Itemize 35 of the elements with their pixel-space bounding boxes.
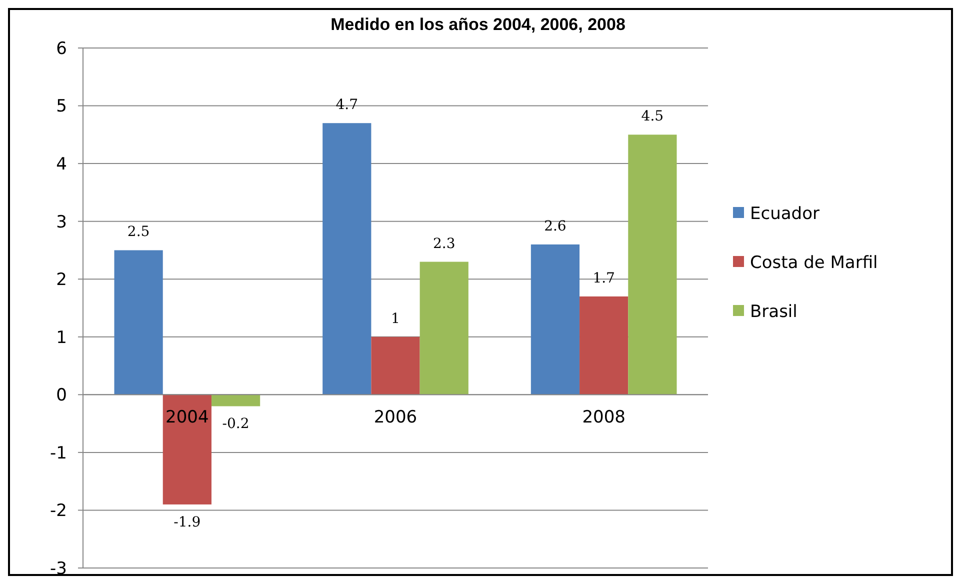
bar — [530, 244, 580, 395]
data-label: 1 — [391, 310, 400, 327]
data-label: 4.7 — [336, 97, 358, 114]
chart-title: Medido en los años 2004, 2006, 2008 — [330, 15, 626, 34]
y-tick-label: -3 — [50, 558, 67, 579]
data-label: 4.5 — [641, 108, 664, 125]
bar — [580, 296, 628, 395]
y-tick-label: 2 — [56, 270, 67, 290]
bar — [211, 394, 260, 406]
legend-label: Brasil — [750, 302, 798, 322]
data-label: 2.3 — [432, 236, 456, 252]
bar — [162, 394, 212, 504]
x-tick-label: 2004 — [166, 408, 209, 428]
y-tick-label: 4 — [56, 154, 67, 175]
bar — [114, 250, 163, 395]
y-tick-label: 0 — [56, 386, 67, 406]
bar — [420, 262, 468, 395]
y-tick-label: -1 — [50, 443, 67, 464]
bar — [322, 123, 372, 395]
legend-label: Costa de Marfil — [750, 252, 878, 273]
data-label: 2.5 — [127, 224, 150, 240]
x-tick-label: 2006 — [374, 408, 418, 428]
x-tick-label: 2008 — [582, 408, 626, 428]
legend-label: Ecuador — [750, 204, 820, 224]
data-label: 2.6 — [544, 218, 566, 234]
data-label: -1.9 — [174, 514, 201, 530]
y-tick-label: 5 — [56, 96, 67, 117]
data-label: -0.2 — [222, 416, 250, 432]
bar — [628, 134, 677, 395]
bar — [371, 336, 420, 395]
y-tick-label: 1 — [56, 328, 67, 348]
y-tick-label: -2 — [50, 501, 67, 522]
y-tick-label: 6 — [56, 38, 67, 59]
y-tick-label: 3 — [56, 212, 67, 232]
data-label: 1.7 — [592, 270, 615, 286]
